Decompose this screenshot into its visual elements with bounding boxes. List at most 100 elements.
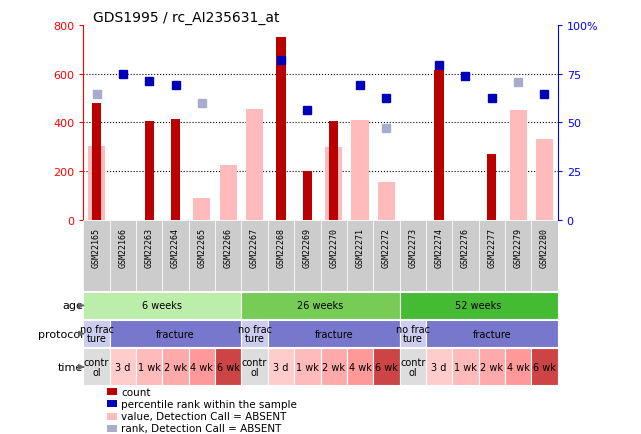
Text: percentile rank within the sample: percentile rank within the sample bbox=[121, 399, 297, 409]
Text: count: count bbox=[121, 387, 151, 397]
Text: 1 wk: 1 wk bbox=[454, 362, 477, 372]
Bar bbox=[325, 148, 342, 220]
Text: 6 wk: 6 wk bbox=[217, 362, 240, 372]
Text: value, Detection Call = ABSENT: value, Detection Call = ABSENT bbox=[121, 411, 287, 421]
Text: 3 d: 3 d bbox=[431, 362, 447, 372]
Text: GSM22269: GSM22269 bbox=[303, 227, 312, 267]
Text: 2 wk: 2 wk bbox=[164, 362, 187, 372]
Bar bbox=[220, 166, 237, 220]
Bar bbox=[110, 349, 136, 385]
Text: GSM22266: GSM22266 bbox=[224, 227, 233, 267]
Text: 1 wk: 1 wk bbox=[138, 362, 161, 372]
Text: contr
ol: contr ol bbox=[84, 358, 109, 377]
Bar bbox=[107, 413, 117, 420]
Bar bbox=[399, 220, 426, 292]
Bar bbox=[373, 220, 399, 292]
Text: rank, Detection Call = ABSENT: rank, Detection Call = ABSENT bbox=[121, 424, 281, 433]
Text: GSM22270: GSM22270 bbox=[329, 227, 338, 267]
Bar bbox=[479, 220, 505, 292]
Bar bbox=[162, 349, 188, 385]
Bar bbox=[242, 349, 268, 385]
Text: GSM22165: GSM22165 bbox=[92, 227, 101, 267]
Bar bbox=[479, 349, 505, 385]
Text: 52 weeks: 52 weeks bbox=[455, 301, 502, 311]
Bar bbox=[215, 220, 242, 292]
Bar bbox=[487, 155, 496, 220]
Bar bbox=[136, 349, 162, 385]
Bar bbox=[531, 349, 558, 385]
Bar bbox=[399, 349, 426, 385]
Bar bbox=[536, 140, 553, 220]
Bar bbox=[378, 183, 395, 220]
Text: GSM22268: GSM22268 bbox=[276, 227, 285, 267]
Bar bbox=[268, 349, 294, 385]
Text: GSM22272: GSM22272 bbox=[382, 227, 391, 267]
Bar bbox=[110, 320, 242, 347]
Bar bbox=[171, 119, 180, 220]
Bar bbox=[107, 425, 117, 432]
Bar bbox=[399, 320, 426, 347]
Text: no frac
ture: no frac ture bbox=[395, 324, 429, 343]
Text: GSM22263: GSM22263 bbox=[145, 227, 154, 267]
Bar bbox=[426, 320, 558, 347]
Bar bbox=[215, 349, 242, 385]
Bar bbox=[347, 220, 373, 292]
Bar bbox=[347, 349, 373, 385]
Text: contr
ol: contr ol bbox=[400, 358, 426, 377]
Text: fracture: fracture bbox=[472, 329, 511, 339]
Text: 2 wk: 2 wk bbox=[322, 362, 345, 372]
Text: 4 wk: 4 wk bbox=[506, 362, 529, 372]
Bar bbox=[83, 320, 110, 347]
Text: GSM22277: GSM22277 bbox=[487, 227, 496, 267]
Bar bbox=[194, 198, 210, 220]
Text: 6 wk: 6 wk bbox=[375, 362, 398, 372]
Bar bbox=[453, 220, 479, 292]
Bar bbox=[242, 320, 268, 347]
Text: contr
ol: contr ol bbox=[242, 358, 267, 377]
Bar bbox=[145, 122, 154, 220]
Text: 4 wk: 4 wk bbox=[349, 362, 372, 372]
Bar bbox=[320, 220, 347, 292]
Text: GSM22279: GSM22279 bbox=[513, 227, 522, 267]
Text: fracture: fracture bbox=[314, 329, 353, 339]
Bar bbox=[242, 292, 399, 319]
Bar bbox=[320, 349, 347, 385]
Bar bbox=[531, 220, 558, 292]
Bar bbox=[510, 111, 527, 220]
Bar bbox=[426, 220, 453, 292]
Bar bbox=[83, 349, 110, 385]
Bar bbox=[329, 122, 338, 220]
Bar bbox=[92, 104, 101, 220]
Text: GSM22273: GSM22273 bbox=[408, 227, 417, 267]
Bar bbox=[453, 349, 479, 385]
Text: GSM22264: GSM22264 bbox=[171, 227, 180, 267]
Text: 3 d: 3 d bbox=[115, 362, 131, 372]
Text: GSM22271: GSM22271 bbox=[356, 227, 365, 267]
Text: no frac
ture: no frac ture bbox=[238, 324, 272, 343]
Bar bbox=[435, 71, 444, 220]
Text: 6 weeks: 6 weeks bbox=[142, 301, 183, 311]
Text: GSM22274: GSM22274 bbox=[435, 227, 444, 267]
Bar bbox=[162, 220, 188, 292]
Bar bbox=[303, 172, 312, 220]
Text: 4 wk: 4 wk bbox=[190, 362, 213, 372]
Bar bbox=[246, 110, 263, 220]
Bar bbox=[188, 349, 215, 385]
Bar bbox=[505, 349, 531, 385]
Bar bbox=[188, 220, 215, 292]
Text: age: age bbox=[62, 301, 83, 311]
Text: 26 weeks: 26 weeks bbox=[297, 301, 344, 311]
Text: GSM22166: GSM22166 bbox=[119, 227, 128, 267]
Bar bbox=[373, 349, 399, 385]
Bar bbox=[107, 401, 117, 408]
Text: no frac
ture: no frac ture bbox=[79, 324, 113, 343]
Text: time: time bbox=[58, 362, 83, 372]
Text: GSM22276: GSM22276 bbox=[461, 227, 470, 267]
Text: GSM22265: GSM22265 bbox=[197, 227, 206, 267]
Bar bbox=[399, 292, 558, 319]
Text: GSM22280: GSM22280 bbox=[540, 227, 549, 267]
Bar bbox=[242, 220, 268, 292]
Bar bbox=[426, 349, 453, 385]
Text: GDS1995 / rc_AI235631_at: GDS1995 / rc_AI235631_at bbox=[93, 11, 279, 25]
Bar bbox=[294, 220, 320, 292]
